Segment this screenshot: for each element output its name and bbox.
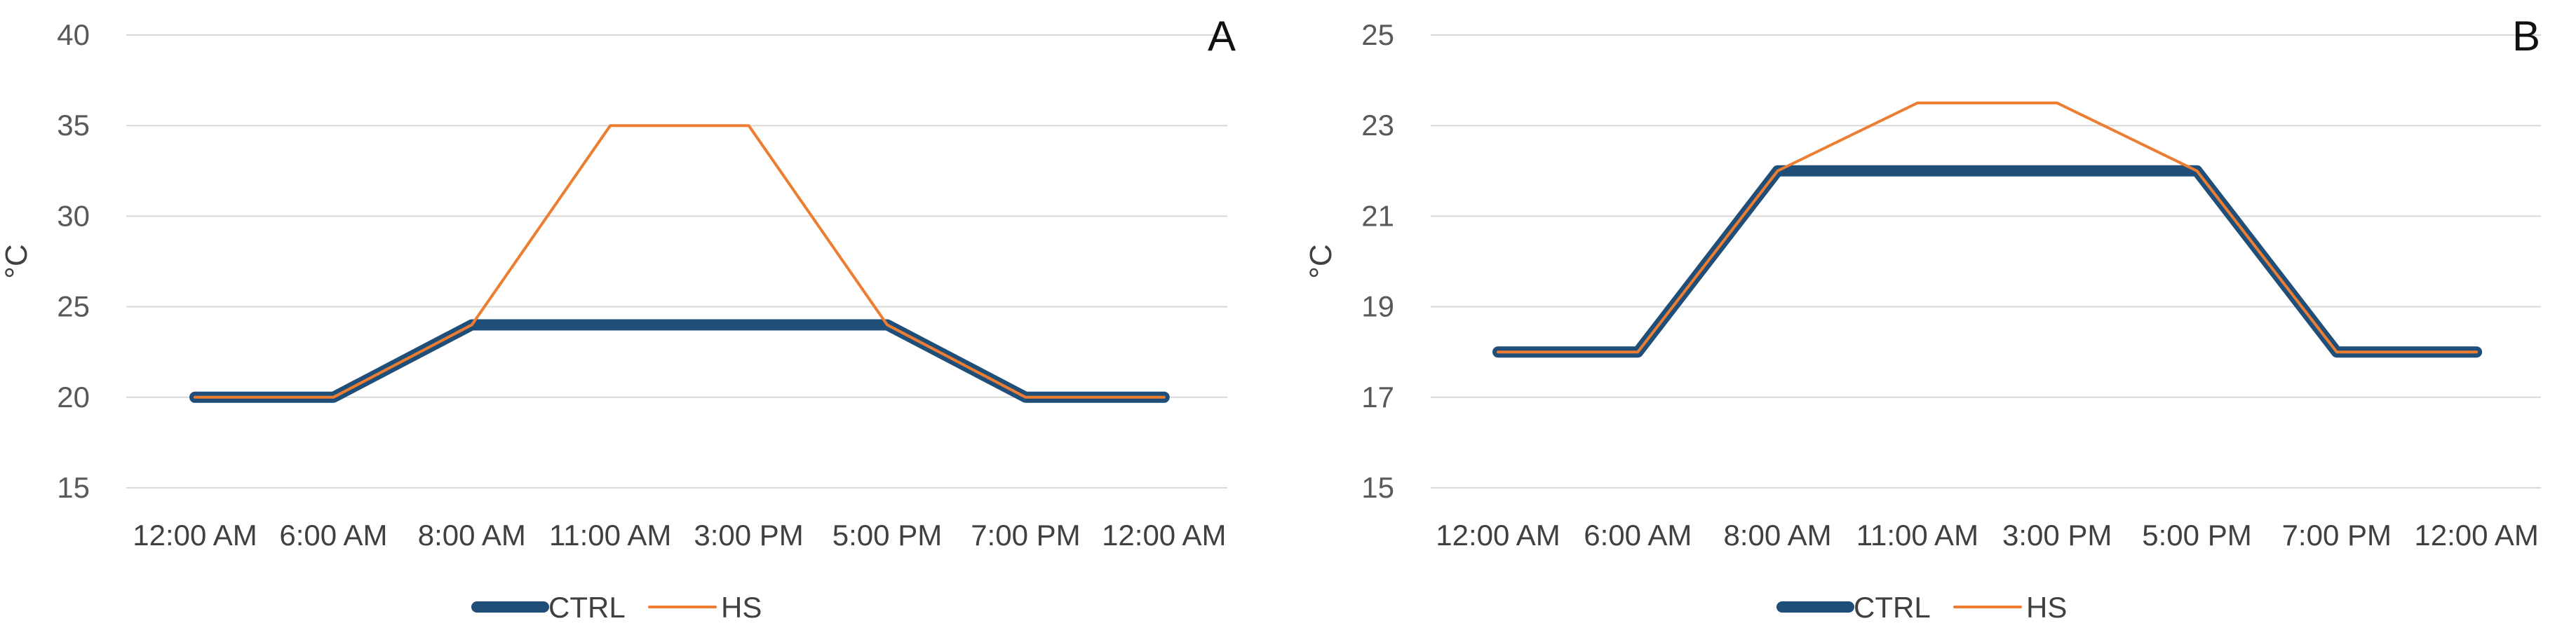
chart-a-svg: 15 20 25 30 35 40 °C A 12:00 AM 6:00 AM 8:00 AM 11:… xyxy=(0,13,1236,624)
y-tick-label: 23 xyxy=(1361,109,1394,142)
x-tick-label: 8:00 AM xyxy=(1724,519,1832,552)
x-tick-label: 3:00 PM xyxy=(2002,519,2112,552)
x-tick-label: 7:00 PM xyxy=(2282,519,2392,552)
y-tick-label: 30 xyxy=(57,199,90,232)
chart-panel-a: 15 20 25 30 35 40 °C A 12:00 AM 6:00 AM 8:00 AM 11:… xyxy=(0,13,1236,624)
legend-label-ctrl: CTRL xyxy=(548,591,626,624)
x-tick-label: 12:00 AM xyxy=(133,519,257,552)
chart-panel-b: 15 17 19 21 23 25 °C B 12:00 AM 6:00 AM 8:00 AM 11:… xyxy=(1288,0,2576,635)
panel-label: A xyxy=(1208,13,1236,60)
legend-label-hs: HS xyxy=(2026,591,2067,624)
series-line-ctrl xyxy=(1492,165,2483,358)
x-tick-label: 6:00 AM xyxy=(1584,519,1692,552)
y-tick-label: 21 xyxy=(1361,199,1394,232)
x-tick-label: 7:00 PM xyxy=(971,519,1080,552)
y-tick-label: 15 xyxy=(1361,471,1394,504)
y-tick-label: 25 xyxy=(57,290,90,323)
x-tick-label: 8:00 AM xyxy=(418,519,526,552)
y-tick-label: 40 xyxy=(57,18,90,51)
series-line-hs xyxy=(1497,101,2479,354)
x-tick-label: 11:00 AM xyxy=(1856,519,1978,552)
y-tick-label: 17 xyxy=(1361,381,1394,414)
y-axis-label: °C xyxy=(0,244,34,278)
y-tick-label: 20 xyxy=(57,381,90,414)
x-tick-label: 12:00 AM xyxy=(1102,519,1226,552)
y-tick-label: 15 xyxy=(57,471,90,504)
x-tick-label: 6:00 AM xyxy=(279,519,387,552)
y-tick-label: 19 xyxy=(1361,290,1394,323)
series-line-ctrl xyxy=(189,319,1170,403)
y-tick-label: 35 xyxy=(57,109,90,142)
x-tick-label: 5:00 PM xyxy=(832,519,942,552)
legend-label-ctrl: CTRL xyxy=(1854,591,1931,624)
y-axis-label: °C xyxy=(1304,244,1338,278)
x-tick-label: 12:00 AM xyxy=(1436,519,1560,552)
x-tick-label: 12:00 AM xyxy=(2414,519,2538,552)
series-line-hs xyxy=(194,124,1166,399)
panel-label: B xyxy=(2512,13,2540,60)
x-tick-label: 3:00 PM xyxy=(694,519,803,552)
legend-label-hs: HS xyxy=(721,591,762,624)
x-tick-label: 5:00 PM xyxy=(2142,519,2251,552)
x-tick-label: 11:00 AM xyxy=(549,519,671,552)
chart-b-svg: 15 17 19 21 23 25 °C B 12:00 AM 6:00 AM 8:00 AM 11:… xyxy=(1304,13,2541,624)
y-tick-label: 25 xyxy=(1361,18,1394,51)
